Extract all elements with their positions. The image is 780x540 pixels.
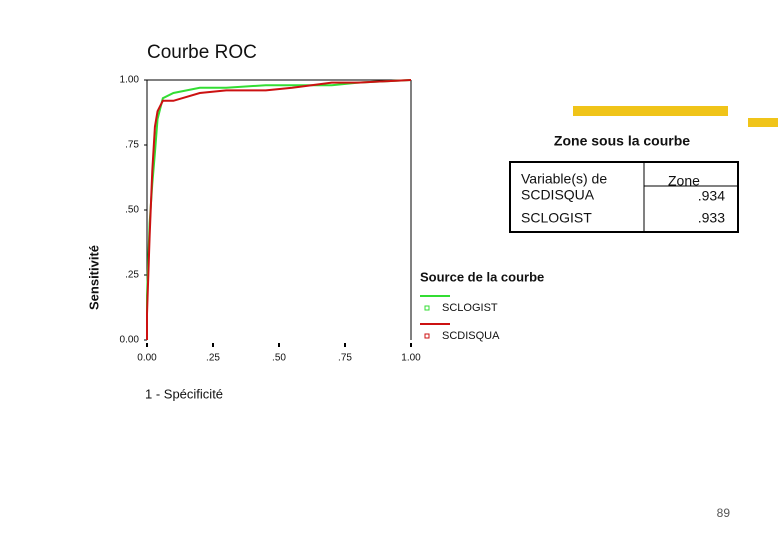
table-header: Variable(s) de: [521, 171, 607, 187]
y-tick-label: 0.00: [120, 335, 140, 346]
table-cell: SCDISQUA: [521, 187, 595, 203]
x-axis-label: 1 - Spécificité: [145, 386, 223, 401]
legend-label: SCLOGIST: [442, 302, 498, 314]
x-tick-label: .75: [338, 353, 352, 364]
roc-line: [146, 79, 412, 340]
x-tick-label: .25: [206, 353, 220, 364]
table-title: Zone sous la courbe: [554, 133, 690, 149]
table-cell: .934: [698, 188, 725, 204]
page-number: 89: [717, 506, 731, 520]
legend-marker: [424, 305, 430, 311]
legend-marker: [424, 333, 430, 339]
roc-line: [146, 79, 412, 340]
decor-bar: [748, 118, 778, 127]
table-border: [509, 161, 739, 233]
table-cell: SCLOGIST: [521, 210, 592, 226]
table-header: Zone: [668, 173, 700, 189]
y-tick-label: .50: [125, 205, 139, 216]
y-tick-label: .75: [125, 140, 139, 151]
decor-bar: [573, 106, 728, 116]
y-tick-label: .25: [125, 270, 139, 281]
legend-title: Source de la courbe: [420, 269, 544, 284]
table-cell: .933: [698, 210, 725, 226]
x-tick-label: 1.00: [401, 353, 421, 364]
x-tick-label: .50: [272, 353, 286, 364]
x-tick-label: 0.00: [137, 353, 157, 364]
y-tick-label: 1.00: [120, 75, 140, 86]
chart-title: Courbe ROC: [147, 42, 257, 63]
y-axis-label: Sensitivité: [86, 245, 101, 310]
legend-label: SCDISQUA: [442, 330, 500, 342]
